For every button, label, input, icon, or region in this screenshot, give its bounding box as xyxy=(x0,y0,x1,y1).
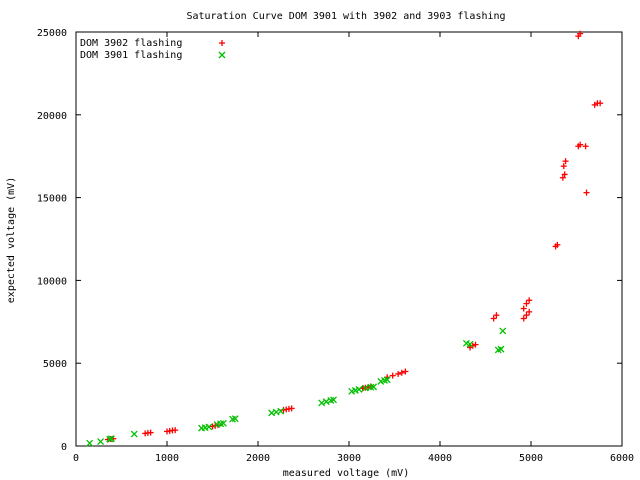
data-point xyxy=(86,439,94,447)
x-tick-label: 6000 xyxy=(610,453,634,464)
y-tick-label: 20000 xyxy=(37,111,67,122)
data-point xyxy=(577,141,584,148)
y-tick-label: 0 xyxy=(61,442,67,453)
data-point xyxy=(398,369,405,376)
data-point xyxy=(469,342,476,349)
data-point xyxy=(367,383,375,391)
plot-frame xyxy=(75,31,623,447)
data-point xyxy=(330,396,337,404)
data-point xyxy=(402,368,409,375)
data-point xyxy=(147,429,154,436)
data-point xyxy=(499,327,507,335)
y-axis: 0 5000 10000 15000 20000 25000 xyxy=(37,28,622,453)
data-point xyxy=(520,305,527,312)
data-point xyxy=(370,383,378,391)
data-point xyxy=(389,372,396,379)
y-tick-label: 10000 xyxy=(37,276,67,287)
data-point xyxy=(205,423,213,431)
data-point xyxy=(466,340,474,348)
x-axis-label: measured voltage (mV) xyxy=(283,468,409,479)
data-point xyxy=(172,427,179,434)
data-point xyxy=(582,143,589,150)
legend-marker xyxy=(219,40,225,46)
data-point xyxy=(554,241,561,248)
data-point xyxy=(577,30,584,37)
legend-marker xyxy=(218,51,226,59)
x-tick-label: 0 xyxy=(73,453,79,464)
data-point xyxy=(490,315,497,322)
data-point xyxy=(597,100,604,107)
data-point xyxy=(523,300,530,307)
data-point xyxy=(231,415,239,423)
data-point xyxy=(497,345,505,353)
x-tick-label: 4000 xyxy=(428,453,452,464)
data-point xyxy=(318,399,326,407)
data-point xyxy=(219,419,227,427)
data-point xyxy=(493,312,500,319)
data-point xyxy=(562,158,569,165)
data-point xyxy=(559,174,566,181)
x-axis: 0 1000 2000 3000 4000 5000 6000 xyxy=(73,32,634,464)
x-tick-label: 2000 xyxy=(246,453,270,464)
data-point xyxy=(526,297,533,304)
data-point xyxy=(560,163,567,170)
data-point xyxy=(361,384,369,392)
data-point xyxy=(383,376,391,384)
data-point xyxy=(288,405,295,412)
x-tick-label: 5000 xyxy=(519,453,543,464)
x-tick-label: 1000 xyxy=(155,453,179,464)
x-tick-label: 3000 xyxy=(337,453,361,464)
y-tick-label: 5000 xyxy=(43,359,67,370)
data-point xyxy=(106,435,114,443)
data-point xyxy=(277,407,285,415)
y-tick-label: 15000 xyxy=(37,194,67,205)
legend-label: DOM 3901 flashing xyxy=(80,50,182,61)
data-point xyxy=(355,385,363,393)
data-point xyxy=(472,341,479,348)
legend-label: DOM 3902 flashing xyxy=(80,38,182,49)
data-point xyxy=(523,312,530,319)
data-point xyxy=(97,438,105,445)
data-point xyxy=(583,189,590,196)
y-axis-label: expected voltage (mV) xyxy=(6,177,17,303)
data-point xyxy=(520,315,527,322)
data-point xyxy=(130,430,138,438)
data-point xyxy=(561,171,568,178)
data-point xyxy=(395,370,402,377)
data-point xyxy=(108,435,115,443)
y-tick-label: 25000 xyxy=(37,28,67,39)
chart-title: Saturation Curve DOM 3901 with 3902 and … xyxy=(186,11,505,22)
data-point xyxy=(526,308,533,315)
data-points xyxy=(86,30,604,447)
